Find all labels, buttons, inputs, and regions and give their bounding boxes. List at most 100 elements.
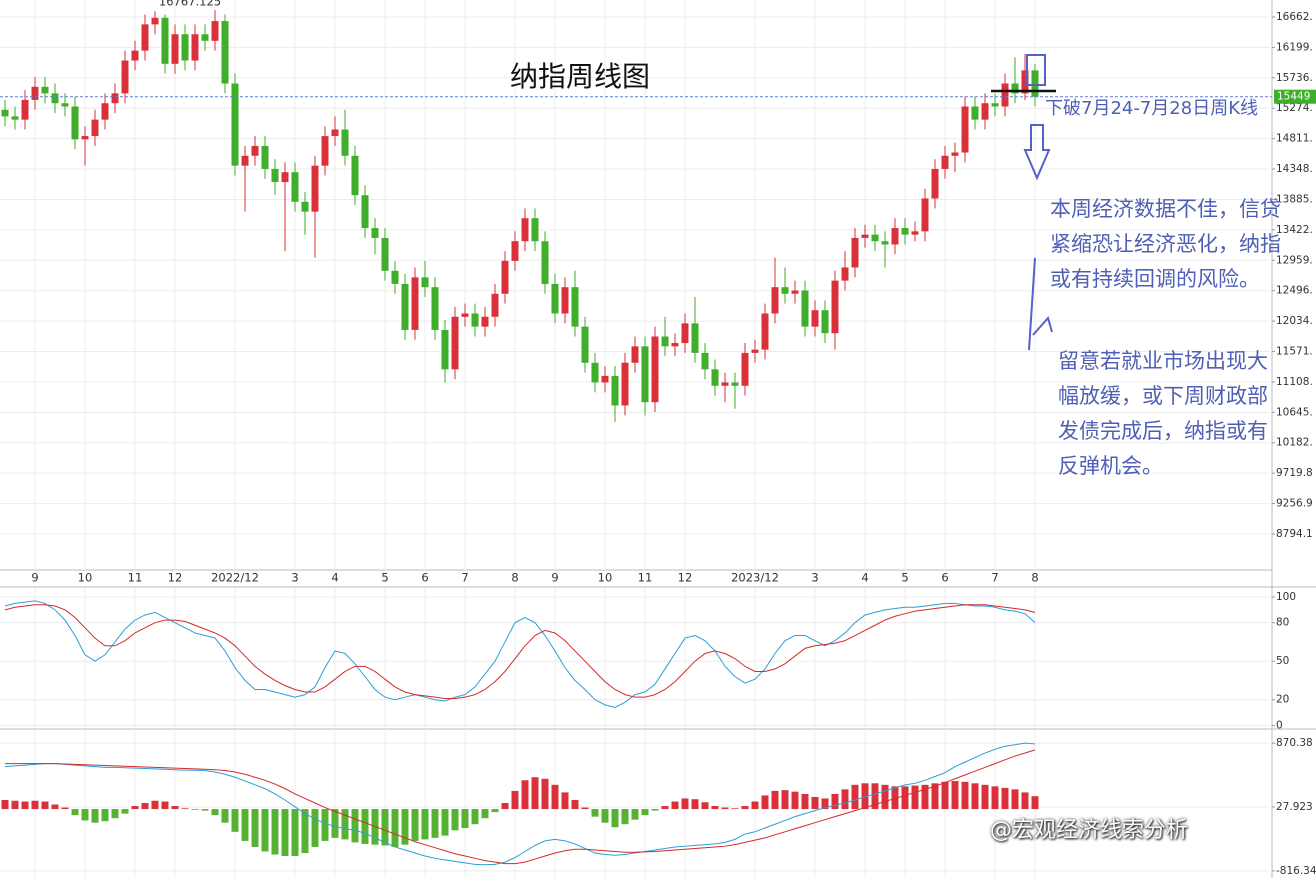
candle-body [461, 313, 469, 317]
x-tick-label: 8 [511, 571, 518, 585]
candle-body [981, 103, 989, 120]
x-tick-label: 9 [551, 571, 558, 585]
y-tick-label: 11571. [1276, 346, 1313, 358]
candle-body [571, 287, 579, 327]
histogram-bar [921, 784, 929, 810]
candle-body [451, 316, 459, 370]
candle-body [851, 237, 859, 268]
histogram-bar [441, 809, 449, 836]
candle-body [691, 323, 699, 353]
histogram-bar [151, 800, 159, 810]
candle-body [751, 349, 759, 353]
histogram-bar [131, 806, 139, 810]
candle-body [331, 129, 339, 137]
candle-body [151, 17, 159, 25]
histogram-bar [361, 809, 369, 844]
break-note: 下破7月24-7月28日周K线 [1045, 98, 1259, 119]
histogram-bar [301, 809, 309, 854]
candle-body [1, 109, 9, 117]
histogram-bar [481, 809, 489, 819]
candle-body [181, 34, 189, 61]
candle-body [911, 231, 919, 235]
candle-body [801, 290, 809, 327]
y-tick-label: 12496. [1276, 285, 1313, 297]
y-tick-label: 10645. [1276, 406, 1313, 418]
last-price-box [1274, 89, 1316, 104]
x-tick-label: 6 [421, 571, 428, 585]
candle-body [281, 172, 289, 183]
histogram-bar [671, 801, 679, 810]
candle-body [441, 329, 449, 370]
histogram-bar [211, 809, 219, 816]
histogram-bar [911, 785, 919, 810]
histogram-bar [851, 784, 859, 810]
histogram-bar [91, 809, 99, 823]
candle-body [871, 234, 879, 242]
candle-body [861, 234, 869, 238]
histogram-bar [231, 809, 239, 832]
histogram-bar [401, 809, 409, 845]
x-tick-label: 2022/12 [211, 571, 259, 585]
histogram-bar [71, 809, 79, 816]
candle-body [681, 323, 689, 344]
histogram-bar [251, 809, 259, 847]
histogram-bar [471, 809, 479, 825]
candle-body [51, 93, 59, 104]
candle-body [551, 283, 559, 314]
histogram-bar [11, 800, 19, 810]
candle-body [731, 382, 739, 386]
histogram-bar [721, 807, 729, 810]
histogram-bar [931, 783, 939, 810]
candle-body [291, 172, 299, 202]
candle-body [1001, 83, 1009, 107]
histogram-bar [941, 781, 949, 810]
histogram-bar [531, 777, 539, 810]
candle-body [821, 310, 829, 334]
histogram-bar [891, 786, 899, 810]
candle-body [531, 218, 539, 242]
candle-body [171, 34, 179, 64]
histogram-bar [701, 802, 709, 810]
histogram-bar [591, 809, 599, 817]
histogram-bar [341, 809, 349, 840]
candle-body [101, 103, 109, 120]
histogram-bar [801, 793, 809, 810]
y-tick-label: 16662. [1276, 11, 1313, 23]
histogram-bar [431, 809, 439, 838]
histogram-bar [291, 809, 299, 857]
candle-body [21, 99, 29, 120]
down-arrow [1023, 124, 1051, 181]
histogram-bar [31, 800, 39, 810]
histogram-bar [871, 783, 879, 810]
y-tick-label: 870.38 [1276, 737, 1313, 749]
candle-body [371, 228, 379, 238]
histogram-bar [971, 783, 979, 810]
histogram-bar [41, 801, 49, 810]
y-tick-label: 9719.8 [1276, 467, 1313, 479]
histogram-bar [81, 809, 89, 821]
histogram-bar [571, 799, 579, 810]
histogram-bar [1021, 792, 1029, 810]
y-tick-label: 13422. [1276, 224, 1313, 236]
x-tick-label: 11 [638, 571, 653, 585]
candle-body [761, 313, 769, 350]
histogram-bar [651, 809, 659, 811]
candle-body [201, 34, 209, 41]
candle-body [361, 195, 369, 229]
candle-body [661, 336, 669, 347]
y-tick-label: 12959. [1276, 254, 1313, 266]
histogram-bar [111, 809, 119, 819]
highlight-box [1026, 54, 1046, 86]
x-tick-label: 9 [31, 571, 38, 585]
histogram-bar [421, 809, 429, 840]
y-tick-label: 9256.9 [1276, 498, 1313, 510]
candle-body [391, 270, 399, 284]
histogram-bar [831, 793, 839, 810]
histogram-bar [681, 798, 689, 810]
y-tick-label: 27.923 [1276, 801, 1313, 813]
histogram-bar [711, 806, 719, 810]
histogram-bar [501, 803, 509, 810]
histogram-bar [821, 798, 829, 810]
histogram-bar [521, 780, 529, 810]
